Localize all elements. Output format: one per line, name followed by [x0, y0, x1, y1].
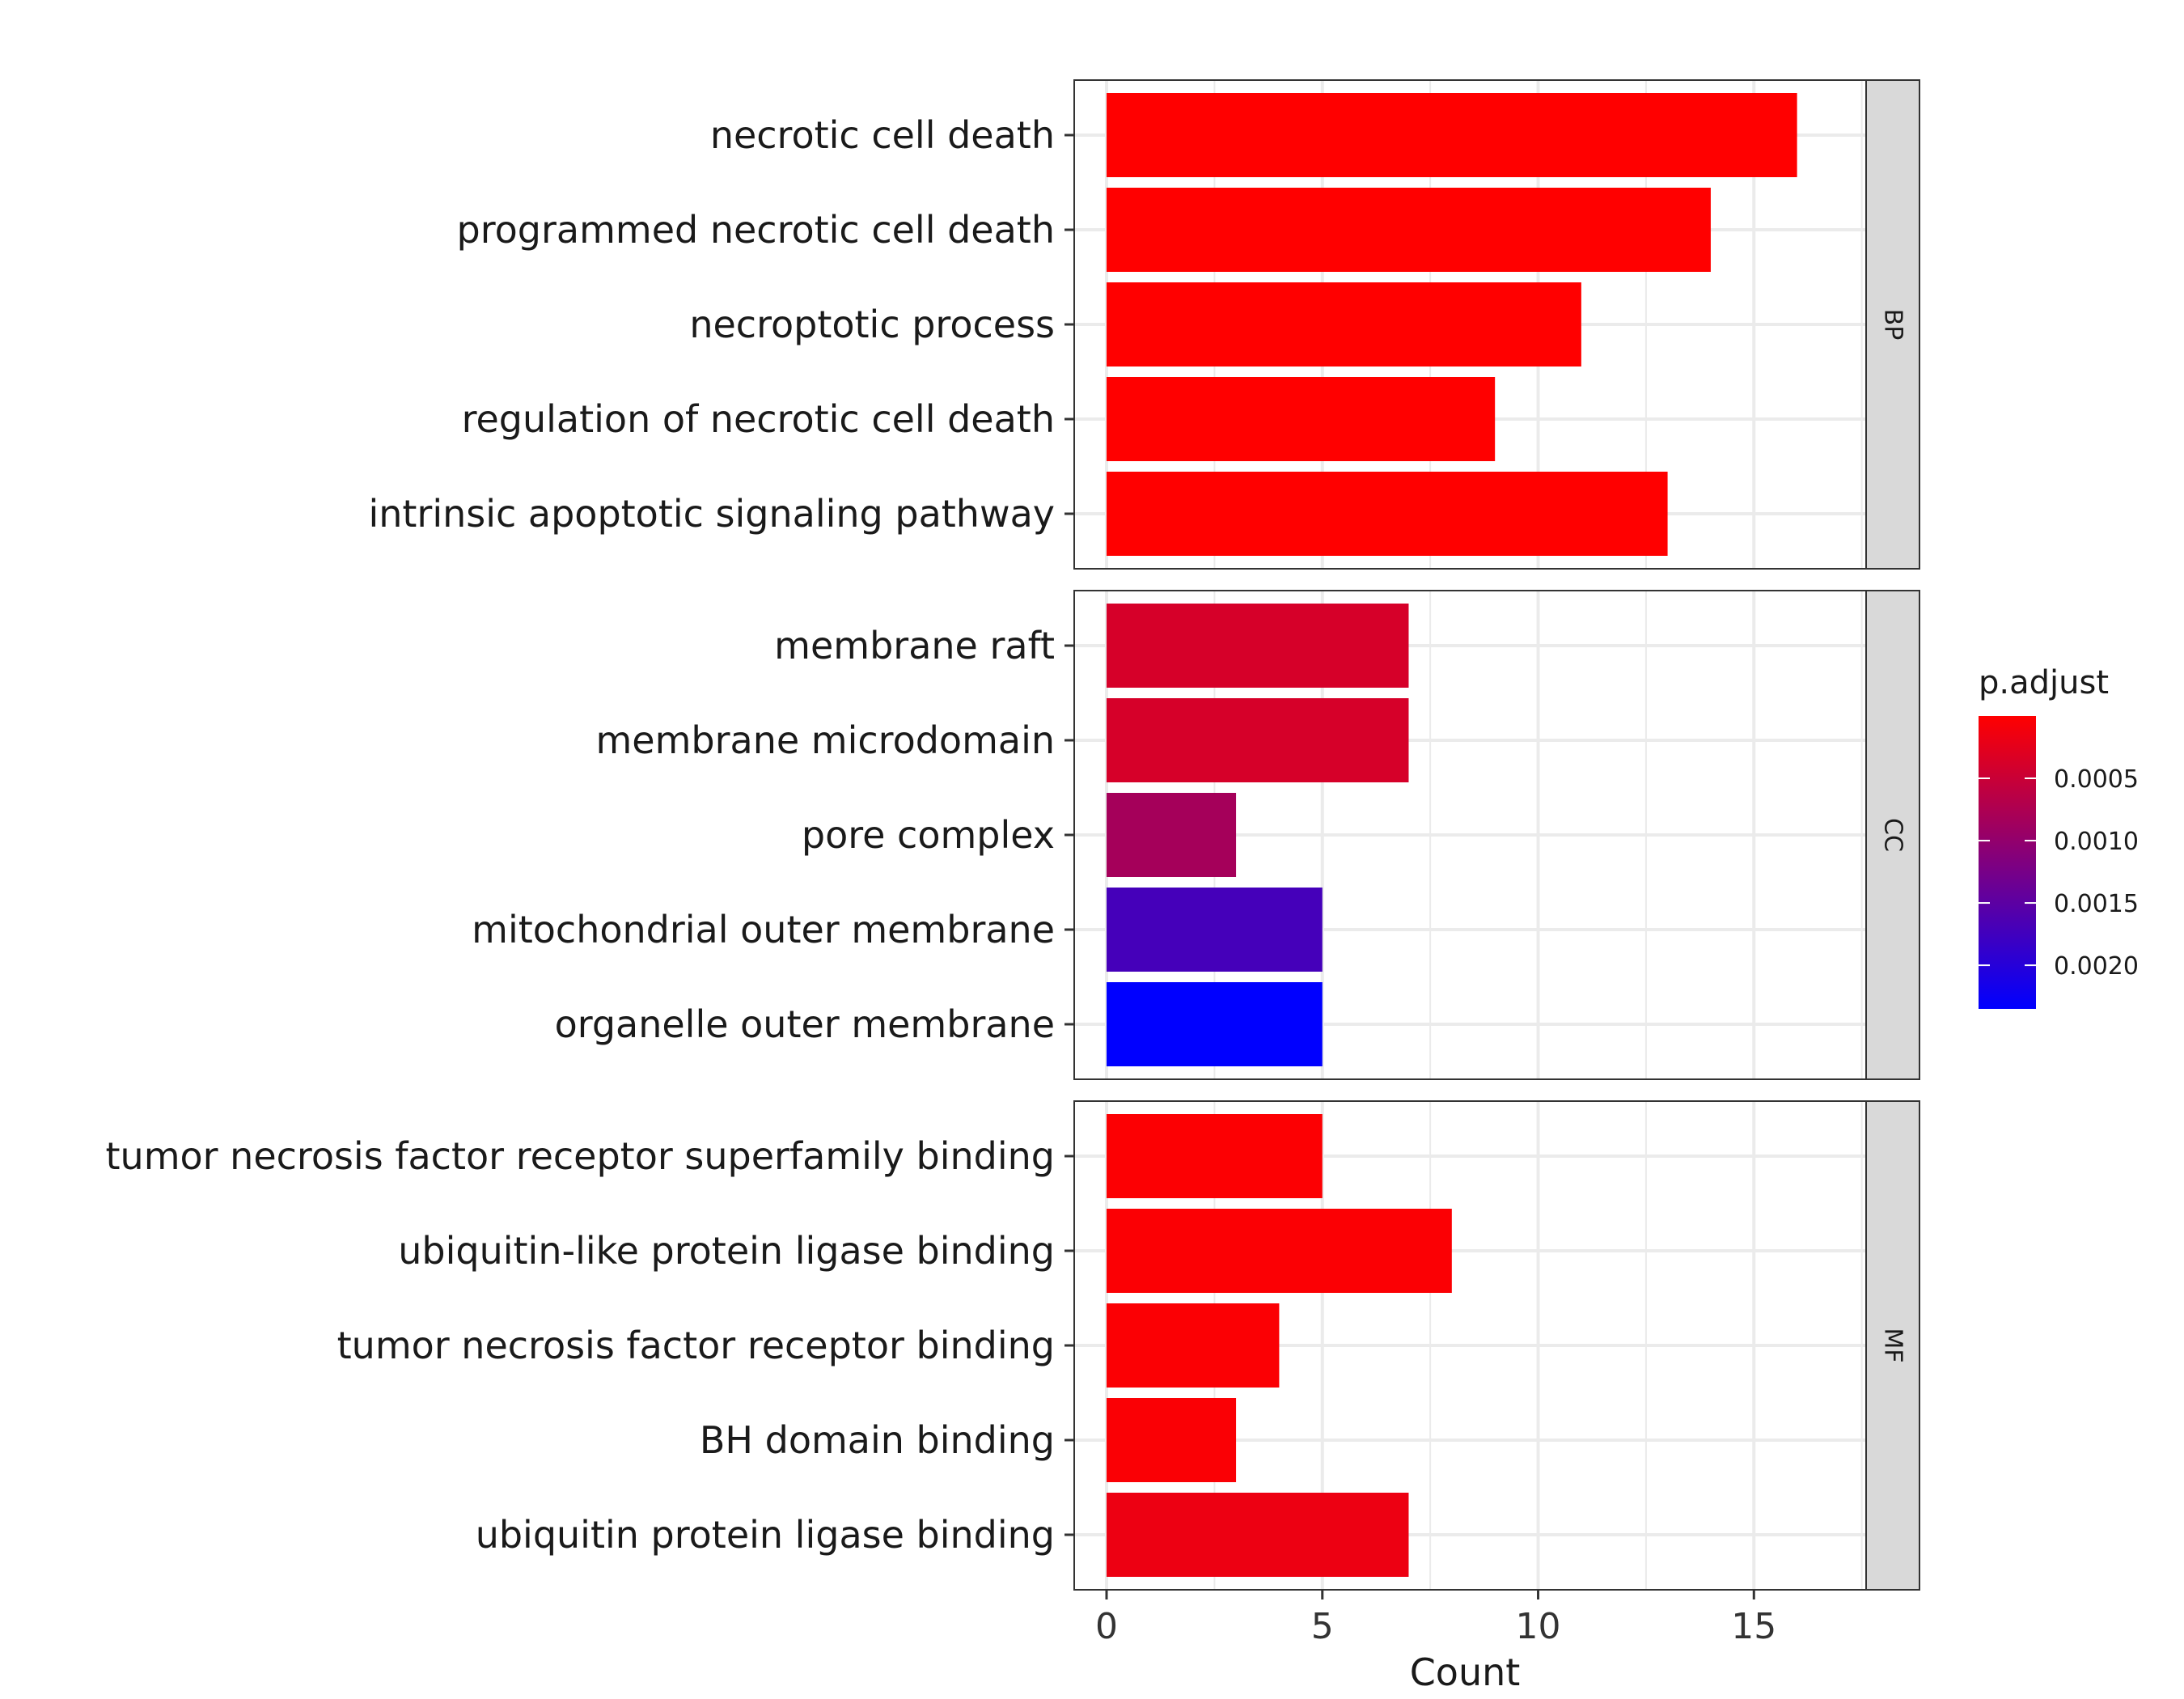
legend-tick-label: 0.0005: [2054, 765, 2139, 794]
facet-strip-label: BP: [1879, 309, 1907, 341]
x-tick-label: 15: [1731, 1606, 1776, 1647]
category-label: ubiquitin-like protein ligase binding: [398, 1229, 1055, 1273]
bar: [1107, 698, 1409, 782]
category-label: tumor necrosis factor receptor binding: [337, 1324, 1055, 1367]
bar: [1107, 282, 1581, 366]
category-label: necrotic cell death: [710, 113, 1055, 157]
category-label: regulation of necrotic cell death: [462, 397, 1055, 441]
x-tick-label: 10: [1516, 1606, 1561, 1647]
category-label: mitochondrial outer membrane: [472, 908, 1055, 951]
bar: [1107, 1303, 1280, 1388]
category-label: organelle outer membrane: [555, 1002, 1055, 1046]
facet-panels: necrotic cell death programmed necrotic c…: [106, 79, 1920, 1591]
bar: [1107, 888, 1323, 972]
category-label: pore complex: [802, 813, 1055, 857]
bar: [1107, 1114, 1323, 1198]
x-tick-label: 5: [1311, 1606, 1334, 1647]
facet-mf: tumor necrosis factor receptor superfami…: [106, 1100, 1920, 1591]
category-label: membrane raft: [774, 624, 1055, 667]
bar: [1107, 472, 1668, 556]
legend-tick-label: 0.0020: [2054, 952, 2139, 981]
category-label: BH domain binding: [700, 1418, 1055, 1462]
facet-strip: [1865, 79, 1920, 570]
facet-bp: necrotic cell death programmed necrotic c…: [368, 79, 1920, 570]
facet-strip: [1865, 590, 1920, 1080]
facet-strip-label: MF: [1879, 1328, 1907, 1362]
legend-tick-label: 0.0010: [2054, 828, 2139, 856]
bar: [1107, 1398, 1237, 1482]
legend-colorbar: [1979, 716, 2036, 1009]
bar: [1107, 188, 1711, 272]
bar: [1107, 1493, 1409, 1577]
bar: [1107, 982, 1323, 1066]
bar: [1107, 93, 1797, 177]
facet-strip-label: CC: [1879, 818, 1907, 852]
x-tick-label: 0: [1095, 1606, 1118, 1647]
category-label: intrinsic apoptotic signaling pathway: [368, 492, 1055, 536]
bar: [1107, 377, 1496, 461]
x-axis: 0 5 10 15: [1095, 1590, 1776, 1647]
legend-title: p.adjust: [1979, 664, 2109, 701]
x-axis-title: Count: [1410, 1650, 1521, 1694]
facet-strip: [1865, 1100, 1920, 1591]
facet-cc: membrane raft membrane microdomain pore co…: [472, 590, 1920, 1080]
bar: [1107, 793, 1237, 877]
category-label: tumor necrosis factor receptor superfami…: [106, 1134, 1056, 1178]
legend: p.adjust 0.0005 0.0010 0.0015 0.0020: [1979, 664, 2139, 1009]
bar: [1107, 1209, 1452, 1293]
category-label: programmed necrotic cell death: [457, 208, 1055, 252]
category-label: necroptotic process: [689, 303, 1055, 346]
legend-tick-label: 0.0015: [2054, 890, 2139, 918]
bar: [1107, 604, 1409, 688]
category-label: ubiquitin protein ligase binding: [476, 1513, 1055, 1557]
category-label: membrane microdomain: [596, 718, 1056, 762]
